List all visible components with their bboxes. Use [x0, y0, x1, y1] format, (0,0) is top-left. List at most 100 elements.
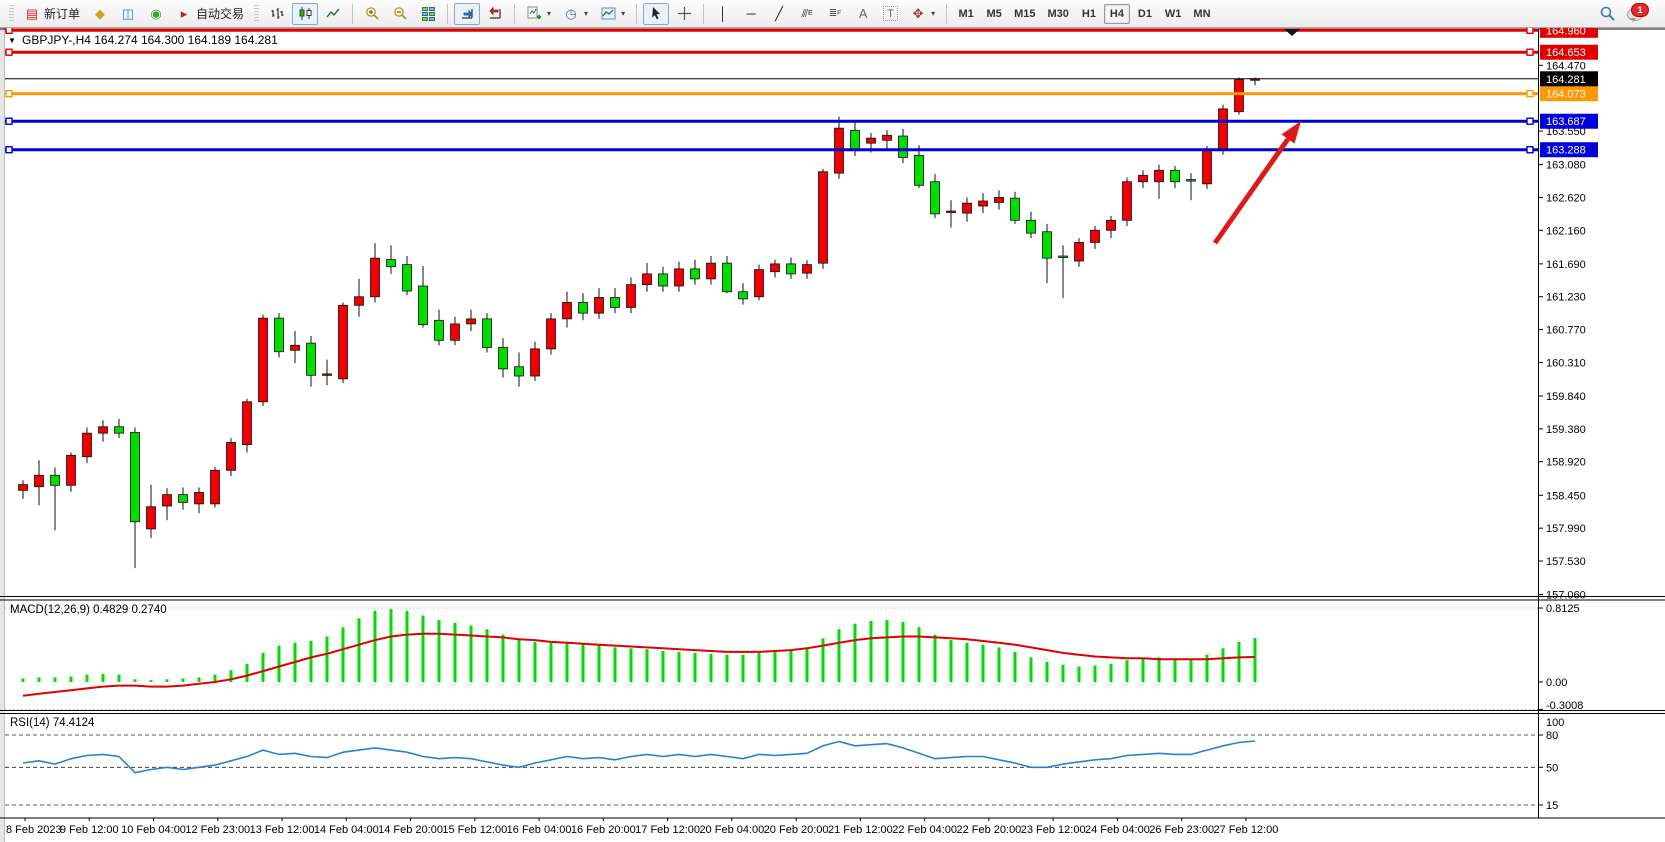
- candle-body: [34, 474, 44, 488]
- templates-button[interactable]: ▾: [595, 3, 630, 25]
- macd-histogram-bar: [645, 649, 649, 682]
- macd-histogram-bar: [485, 629, 489, 682]
- zoom-in-button[interactable]: [359, 3, 385, 25]
- line-handle[interactable]: [5, 26, 13, 34]
- indicators-button[interactable]: ▾: [521, 3, 556, 25]
- timeframe-button-w1[interactable]: W1: [1160, 4, 1187, 24]
- signals-icon: ◉: [150, 5, 162, 21]
- timeframe-button-h1[interactable]: H1: [1076, 4, 1102, 24]
- line-handle[interactable]: [5, 117, 13, 125]
- macd-histogram-bar: [853, 623, 857, 682]
- macd-histogram-bar: [917, 627, 921, 682]
- notifications-button[interactable]: 1: [1627, 2, 1649, 22]
- price-axis-tick-label: 159.380: [1546, 424, 1586, 436]
- candle-body: [498, 347, 508, 370]
- macd-axis-label: 0.8125: [1546, 603, 1580, 615]
- timeframe-button-d1[interactable]: D1: [1132, 4, 1158, 24]
- text-label-button[interactable]: T: [878, 3, 903, 25]
- line-handle[interactable]: [5, 89, 13, 98]
- timeframe-button-m30[interactable]: M30: [1043, 4, 1074, 24]
- trendline-button[interactable]: ╱: [766, 3, 792, 25]
- timeframe-button-mn[interactable]: MN: [1188, 4, 1215, 24]
- macd-histogram-bar: [69, 676, 73, 682]
- candle-body: [546, 318, 556, 350]
- vertical-line-button[interactable]: │: [710, 3, 736, 25]
- text-button[interactable]: A: [850, 3, 876, 25]
- fibonacci-icon: ≣ F: [828, 7, 842, 19]
- candle-body: [82, 432, 92, 458]
- tile-windows-button[interactable]: [415, 3, 441, 25]
- macd-histogram-bar: [869, 620, 873, 682]
- hline-badge-label: 164.960: [1546, 25, 1586, 37]
- trend-arrow-line[interactable]: [1212, 137, 1291, 245]
- line-handle[interactable]: [1526, 146, 1534, 154]
- autotrading-label: 自动交易: [196, 7, 245, 21]
- bar-chart-button[interactable]: [264, 3, 290, 25]
- line-handle[interactable]: [1526, 89, 1534, 98]
- line-chart-button[interactable]: [320, 3, 346, 25]
- new-order-button[interactable]: ▤ 新订单: [19, 3, 85, 25]
- hline-badge-label: 164.073: [1546, 89, 1586, 101]
- candle-body: [1170, 169, 1180, 183]
- toolbar-separator: [352, 3, 354, 24]
- macd-histogram-bar: [229, 670, 233, 682]
- date-axis-label: 24 Feb 04:00: [1085, 824, 1150, 836]
- date-axis-label: 17 Feb 12:00: [635, 824, 700, 836]
- macd-histogram-bar: [389, 609, 393, 682]
- candle-body: [114, 426, 124, 434]
- down-triangle-marker[interactable]: [1284, 29, 1300, 36]
- current-price-badge-label: 164.281: [1546, 74, 1586, 86]
- market-watch-button[interactable]: ◆: [87, 3, 113, 25]
- line-handle[interactable]: [1526, 26, 1534, 34]
- line-handle[interactable]: [1526, 117, 1534, 125]
- candle-body: [1042, 231, 1052, 259]
- fibonacci-button[interactable]: ≣ F: [822, 3, 848, 25]
- timeframe-button-m1[interactable]: M1: [953, 4, 979, 24]
- macd-histogram-bar: [277, 645, 281, 682]
- candle-body: [770, 263, 780, 273]
- line-handle[interactable]: [5, 146, 13, 154]
- candle-body: [818, 171, 828, 264]
- line-handle[interactable]: [5, 48, 13, 56]
- candle-body: [1154, 169, 1164, 183]
- navigator-button[interactable]: ◫: [115, 3, 141, 25]
- horizontal-line-icon: ─: [746, 5, 756, 21]
- new-order-label: 新订单: [44, 7, 81, 21]
- toolbar: ▤ 新订单 ◆ ◫ ◉ ▸ 自动交易: [0, 0, 1665, 28]
- price-axis-tick-label: 160.310: [1546, 357, 1586, 369]
- zoom-out-button[interactable]: [387, 3, 413, 25]
- candle-body: [578, 302, 588, 314]
- timeframe-button-m5[interactable]: M5: [981, 4, 1007, 24]
- shift-chart-button[interactable]: [482, 3, 508, 25]
- signals-button[interactable]: ◉: [143, 3, 169, 25]
- search-icon[interactable]: [1599, 6, 1615, 22]
- candle-body: [962, 202, 972, 214]
- price-axis-tick-label: 162.160: [1546, 225, 1586, 237]
- crosshair-button[interactable]: [671, 3, 697, 25]
- periods-button[interactable]: ◷ ▾: [558, 3, 593, 25]
- timeframe-button-h4[interactable]: H4: [1103, 3, 1130, 24]
- timeframe-bar: M1 M5 M15 M30 H1 H4 D1 W1 MN: [953, 3, 1215, 24]
- templates-icon: [600, 6, 616, 22]
- candle-body: [306, 342, 316, 376]
- tile-windows-icon: [420, 6, 436, 22]
- notification-badge: 1: [1631, 2, 1649, 17]
- chart-title[interactable]: GBPJPY-,H4 164.274 164.300 164.189 164.2…: [22, 33, 278, 47]
- arrows-button[interactable]: ✥ ▾: [905, 3, 940, 25]
- autotrading-button[interactable]: ▸ 自动交易: [171, 3, 249, 25]
- equidistant-channel-button[interactable]: ⫻ E: [794, 3, 820, 25]
- candle-body: [930, 181, 940, 215]
- candle-body: [1026, 219, 1036, 234]
- auto-scroll-button[interactable]: [454, 2, 481, 25]
- candlestick-chart-button[interactable]: [292, 2, 319, 25]
- cursor-button[interactable]: [643, 2, 670, 25]
- trend-arrow-head: [1281, 121, 1301, 144]
- toolbar-separator: [636, 3, 638, 24]
- toolbar-separator: [514, 3, 516, 24]
- macd-histogram-bar: [197, 677, 201, 682]
- horizontal-line-button[interactable]: ─: [738, 3, 764, 25]
- line-handle[interactable]: [1526, 48, 1534, 56]
- timeframe-button-m15[interactable]: M15: [1009, 4, 1040, 24]
- date-axis-label: 20 Feb 04:00: [699, 824, 764, 836]
